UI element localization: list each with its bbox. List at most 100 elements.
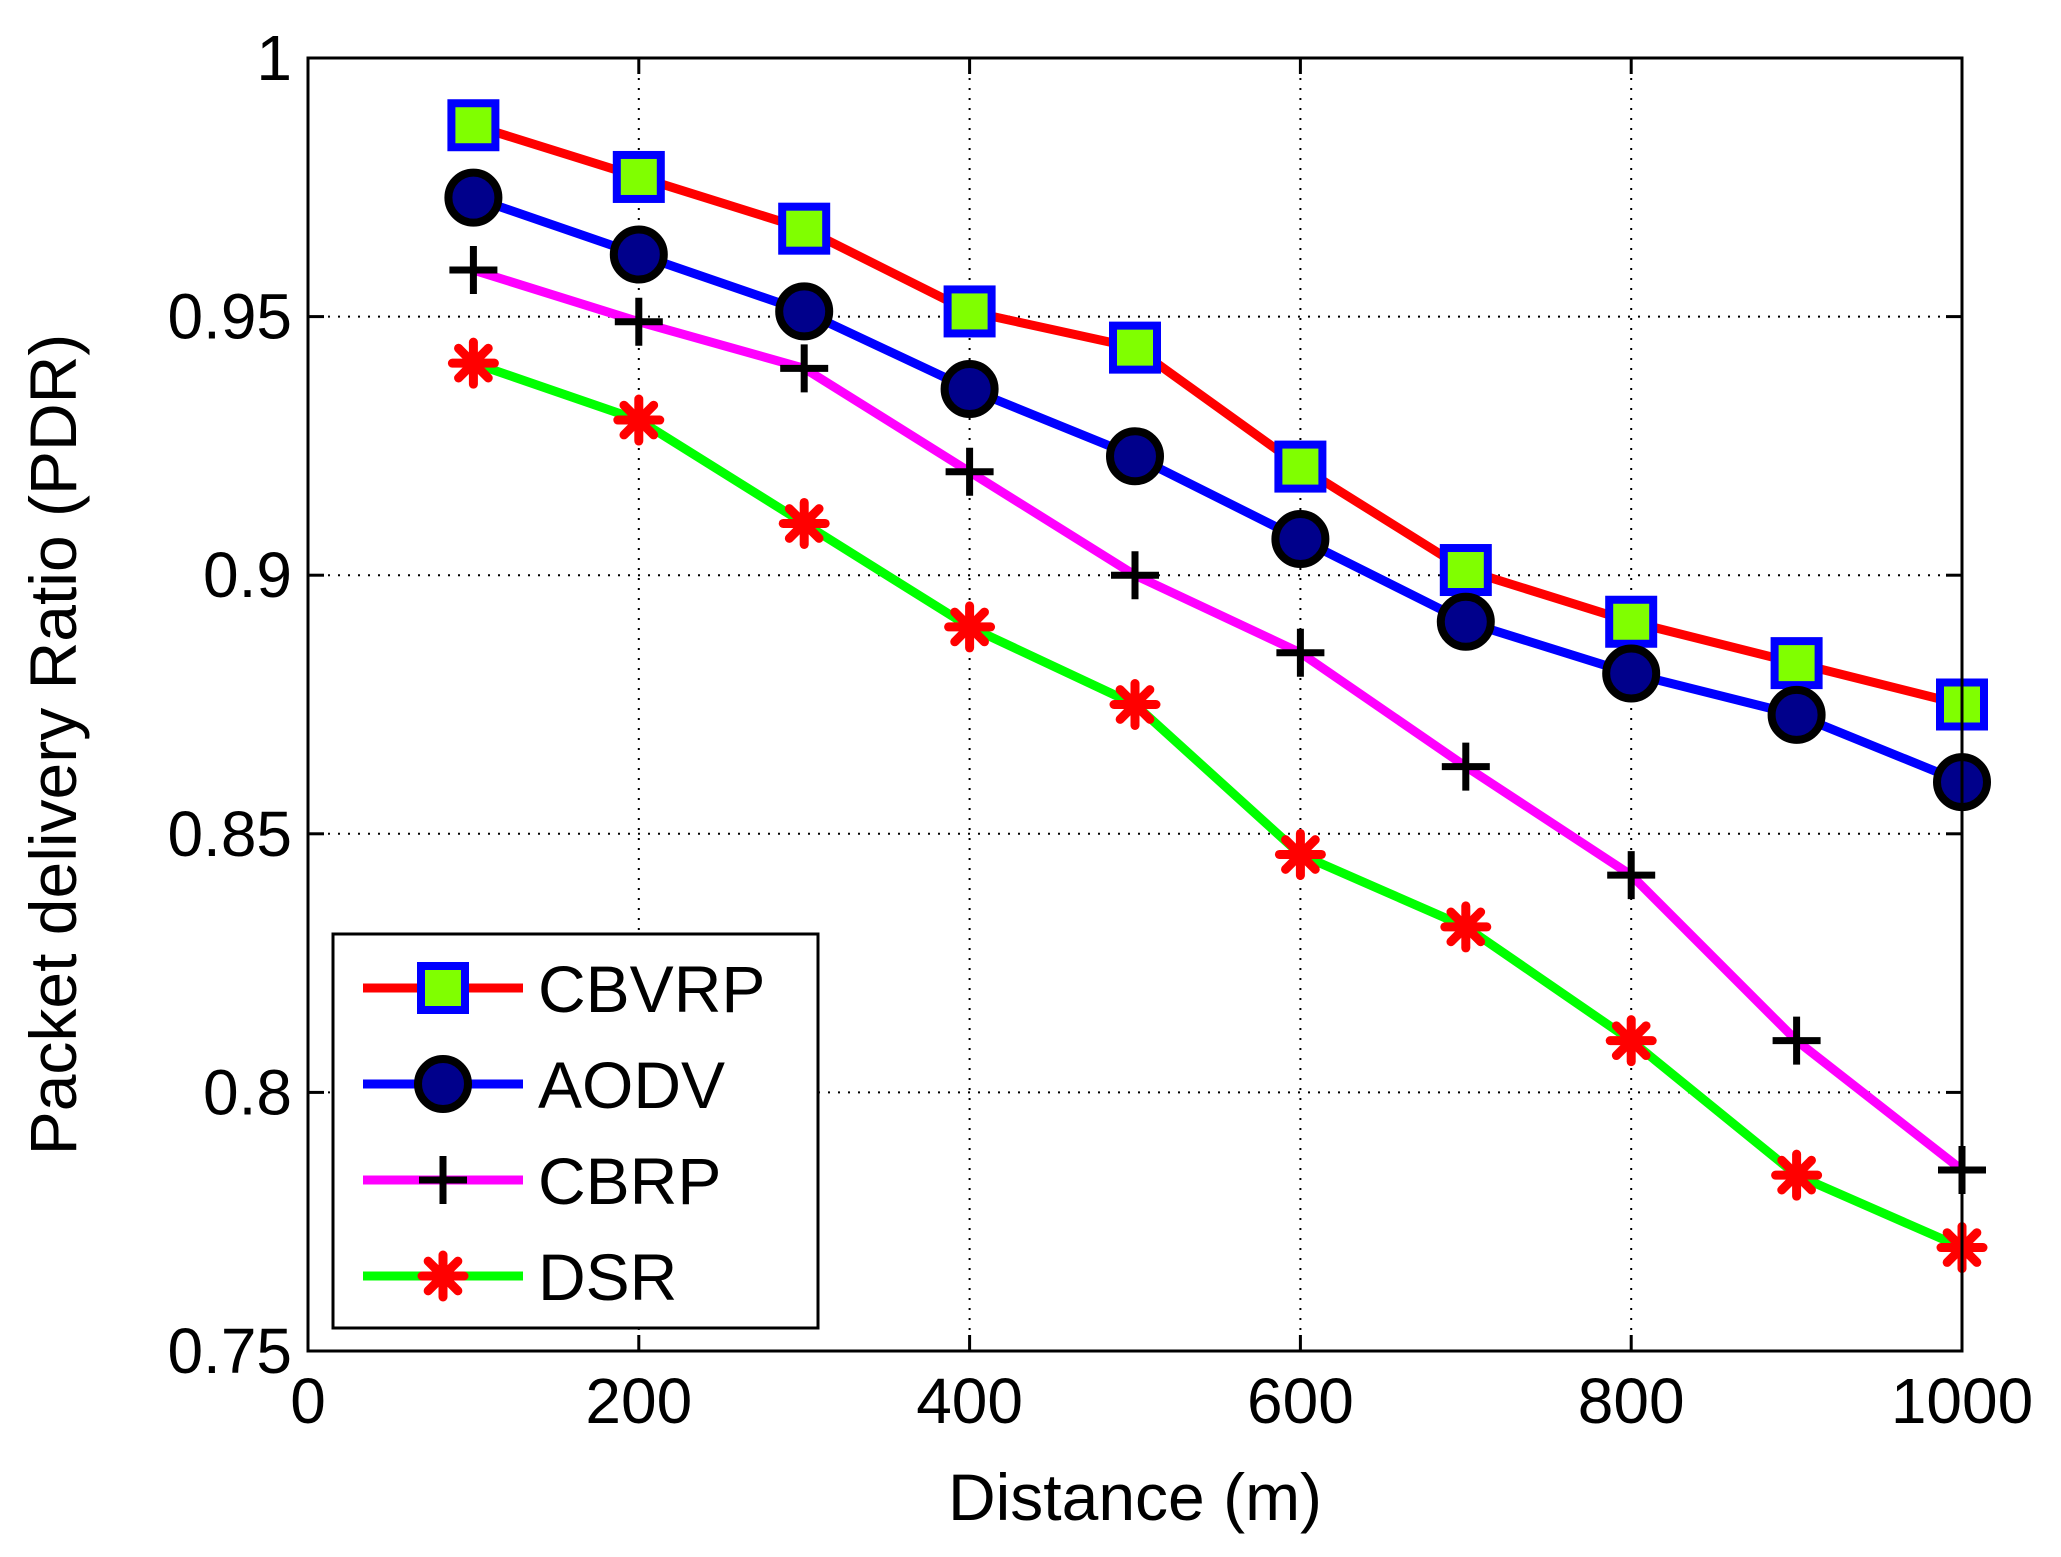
legend-marker xyxy=(414,1055,472,1113)
series-line-cbvrp xyxy=(472,120,1964,709)
marker-asterisk-arm xyxy=(1446,907,1486,947)
series-cbvrp xyxy=(447,99,1988,731)
series-aodv xyxy=(444,168,1991,812)
marker-asterisk-arm xyxy=(423,1256,463,1296)
data-point-cbvrp xyxy=(1439,544,1492,597)
data-point-dsr xyxy=(447,337,499,389)
marker-square xyxy=(612,150,665,203)
marker-asterisk-arm xyxy=(950,607,989,647)
legend-entry-cbrp: CBRP xyxy=(363,1144,721,1218)
data-point-cbrp xyxy=(1111,551,1159,600)
data-point-dsr xyxy=(1771,1149,1823,1201)
data-point-aodv xyxy=(1106,427,1164,486)
axes xyxy=(306,56,1964,1353)
marker-square xyxy=(1605,595,1658,648)
data-point-cbvrp xyxy=(1605,595,1658,648)
data-point-cbvrp xyxy=(778,202,831,255)
legend-label: DSR xyxy=(538,1240,677,1314)
data-point-cbvrp xyxy=(943,285,996,338)
series-line-dsr xyxy=(471,358,1964,1252)
data-point-cbrp xyxy=(1276,628,1325,677)
marker-square xyxy=(1439,544,1492,597)
series-cbrp xyxy=(449,246,1986,1194)
marker-asterisk-arm xyxy=(1777,1155,1816,1195)
plot-frame xyxy=(306,56,1964,1353)
series-line-aodv xyxy=(471,193,1964,787)
legend-label: AODV xyxy=(538,1048,725,1122)
legend-entry-aodv: AODV xyxy=(363,1048,725,1122)
x-tick-label: 1000 xyxy=(1891,1365,2033,1437)
data-point-dsr xyxy=(613,394,665,446)
data-point-dsr xyxy=(1274,828,1326,880)
marker-square xyxy=(417,962,469,1014)
y-tick-label: 0.9 xyxy=(203,539,292,611)
marker-square xyxy=(1109,321,1161,374)
data-point-dsr xyxy=(1109,679,1161,730)
data-point-cbrp xyxy=(780,344,829,393)
marker-circle xyxy=(1767,685,1826,744)
data-point-dsr xyxy=(1605,1015,1657,1067)
x-tick-label: 200 xyxy=(585,1365,692,1437)
data-point-cbrp xyxy=(1441,742,1490,791)
legend: CBVRP AODV CBRP DSR xyxy=(331,932,820,1330)
data-point-aodv xyxy=(1767,685,1826,744)
marker-square xyxy=(1770,637,1823,690)
legend-label: CBRP xyxy=(538,1144,721,1218)
legend-marker xyxy=(419,1156,467,1204)
marker-square xyxy=(1274,440,1327,493)
data-point-aodv xyxy=(1271,509,1330,568)
data-point-aodv xyxy=(609,225,668,284)
marker-asterisk-arm xyxy=(784,504,824,543)
marker-asterisk-arm xyxy=(454,343,493,383)
legend-entry-dsr: DSR xyxy=(363,1240,677,1314)
marker-square xyxy=(447,99,500,152)
y-tick-label: 0.85 xyxy=(167,798,292,870)
data-point-dsr xyxy=(944,601,996,653)
marker-circle xyxy=(414,1055,472,1113)
legend-entry-cbvrp: CBVRP xyxy=(363,952,765,1026)
series-line-cbrp xyxy=(472,265,1965,1174)
y-tick-label: 0.8 xyxy=(203,1056,292,1128)
data-point-cbvrp xyxy=(612,150,665,203)
marker-circle xyxy=(1271,509,1330,568)
y-tick-label: 1 xyxy=(256,22,292,94)
data-point-aodv xyxy=(940,360,999,419)
marker-asterisk-arm xyxy=(1281,835,1320,874)
x-tick-label: 600 xyxy=(1247,1365,1354,1437)
data-point-cbvrp xyxy=(1770,637,1823,690)
marker-circle xyxy=(1106,427,1164,486)
marker-circle xyxy=(775,282,834,341)
marker-circle xyxy=(444,168,503,227)
x-axis-label: Distance (m) xyxy=(948,1460,1322,1534)
legend-marker xyxy=(417,962,469,1014)
marker-square xyxy=(943,285,996,338)
data-point-cbrp xyxy=(614,297,663,346)
y-axis-label: Packet delivery Ratio (PDR) xyxy=(16,334,90,1156)
marker-asterisk-arm xyxy=(1115,685,1155,724)
x-tick-label: 400 xyxy=(916,1365,1023,1437)
marker-circle xyxy=(609,225,668,284)
data-point-cbvrp xyxy=(1109,321,1161,374)
data-point-dsr xyxy=(778,497,830,549)
marker-circle xyxy=(1436,592,1495,651)
legend-box xyxy=(331,932,820,1330)
data-point-cbrp xyxy=(1607,851,1656,900)
data-point-cbrp xyxy=(945,447,994,496)
data-point-cbvrp xyxy=(447,99,500,152)
data-point-aodv xyxy=(775,282,834,341)
marker-asterisk-arm xyxy=(619,400,659,440)
y-tick-label: 0.75 xyxy=(167,1315,292,1387)
marker-asterisk-arm xyxy=(1611,1021,1651,1061)
data-point-dsr xyxy=(1440,901,1492,953)
marker-square xyxy=(778,202,831,255)
data-point-cbrp xyxy=(1772,1016,1821,1065)
x-tick-label: 800 xyxy=(1578,1365,1685,1437)
marker-circle xyxy=(940,360,999,419)
marker-circle xyxy=(1602,644,1661,703)
data-point-aodv xyxy=(1436,592,1495,651)
data-point-aodv xyxy=(1602,644,1661,703)
y-tick-label: 0.95 xyxy=(167,281,292,353)
data-point-cbvrp xyxy=(1274,440,1327,493)
x-tick-label: 0 xyxy=(290,1365,326,1437)
